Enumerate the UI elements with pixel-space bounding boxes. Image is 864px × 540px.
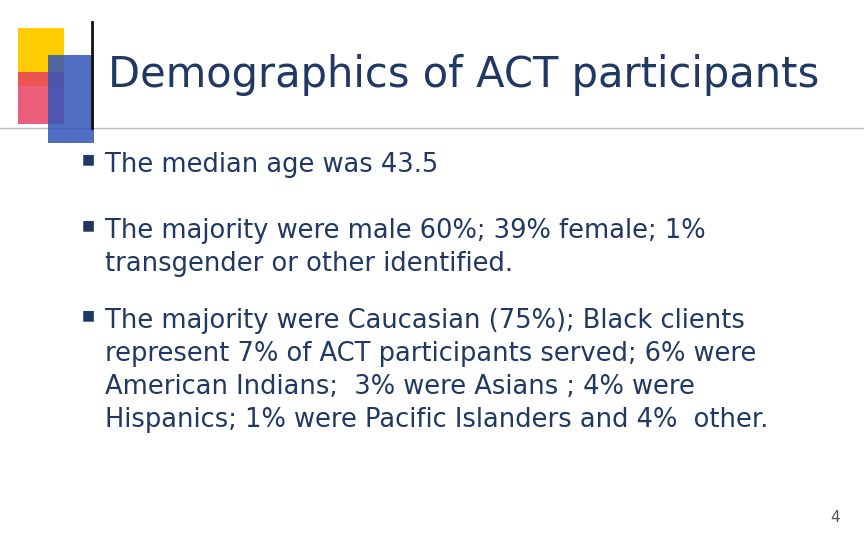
- Text: 4: 4: [830, 510, 840, 525]
- Bar: [18, 28, 64, 86]
- Text: ■: ■: [82, 218, 95, 232]
- Text: ■: ■: [82, 308, 95, 322]
- Text: Demographics of ACT participants: Demographics of ACT participants: [108, 54, 819, 96]
- Bar: [48, 55, 94, 143]
- Text: ■: ■: [82, 152, 95, 166]
- Text: The median age was 43.5: The median age was 43.5: [105, 152, 438, 178]
- Bar: [18, 72, 64, 124]
- Text: The majority were Caucasian (75%); Black clients
represent 7% of ACT participant: The majority were Caucasian (75%); Black…: [105, 308, 768, 433]
- Text: The majority were male 60%; 39% female; 1%
transgender or other identified.: The majority were male 60%; 39% female; …: [105, 218, 706, 277]
